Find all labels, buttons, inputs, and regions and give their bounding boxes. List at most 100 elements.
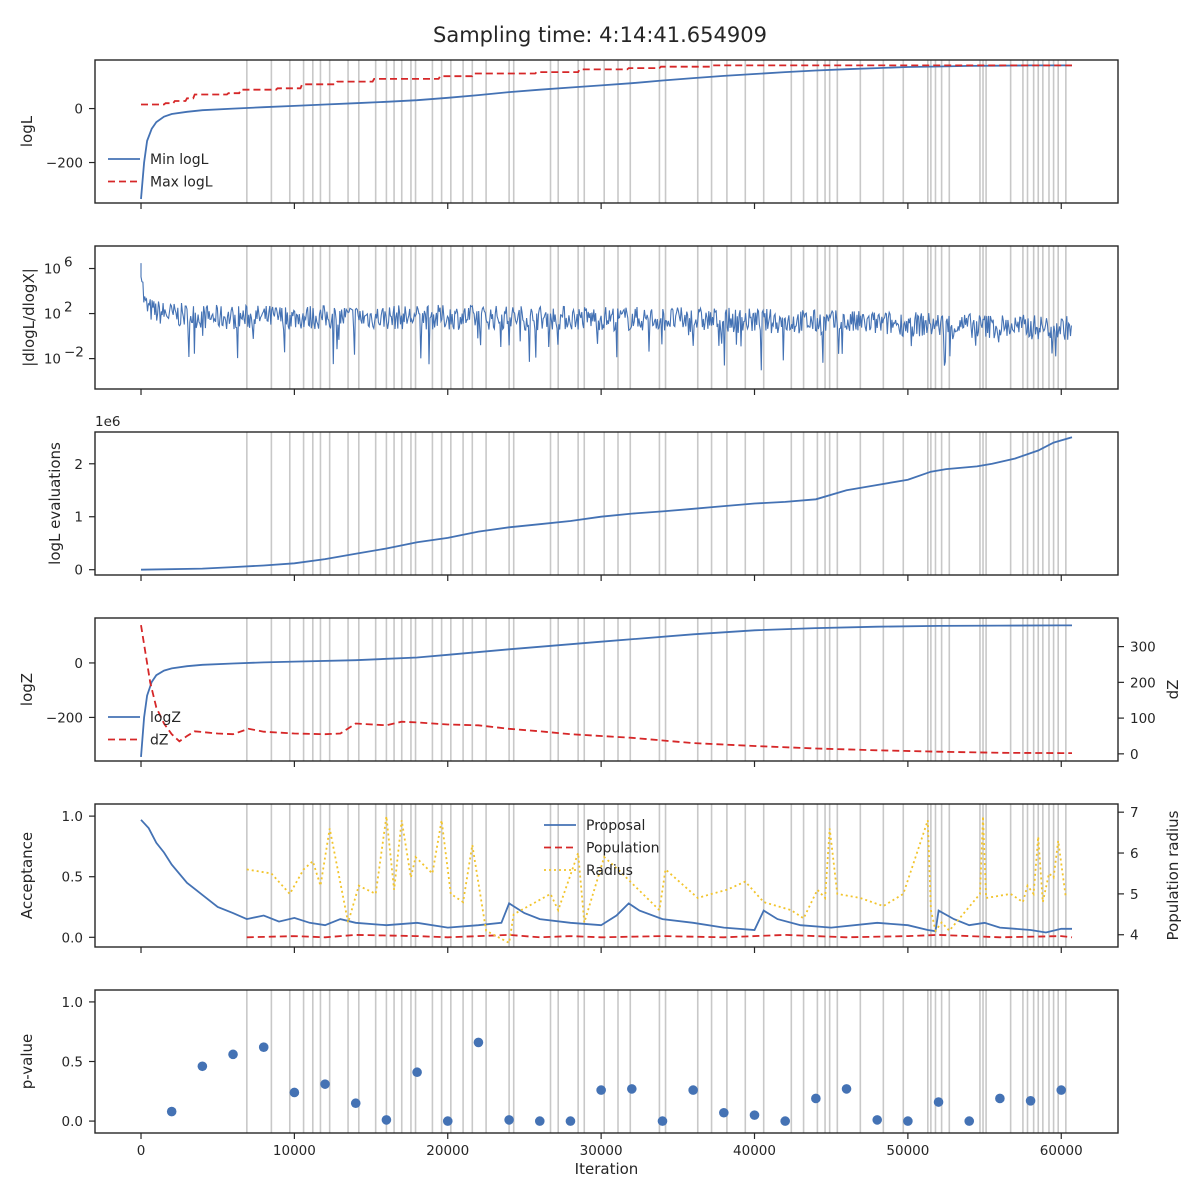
data-point — [412, 1067, 422, 1078]
y-axis-label: p-value — [18, 1034, 36, 1090]
data-point — [534, 1116, 545, 1126]
series-max-logl — [141, 64, 1072, 106]
secondary-y-tick-label: 100 — [1130, 711, 1156, 727]
data-point — [258, 1042, 269, 1052]
panel-logz: −200 0 0 100 200 300 dZ logZ logZ dZ — [18, 617, 1182, 767]
legend-logz: logZ dZ — [108, 710, 181, 749]
data-point — [504, 1115, 514, 1125]
figure-title: Sampling time: 4:14:41.654909 — [433, 23, 767, 47]
legend-label: Radius — [586, 863, 633, 879]
y-tick-label: 10 — [44, 352, 61, 368]
data-point — [228, 1049, 238, 1060]
series-min-logl — [140, 64, 1072, 200]
x-axis-label: Iteration — [575, 1160, 639, 1178]
y-tick-label: 1.0 — [62, 995, 83, 1011]
y-axis-label: logZ — [18, 673, 36, 706]
x-tick-label: 30000 — [580, 1143, 623, 1159]
plot-area-acceptance — [140, 804, 1073, 947]
panel-evaluations: 0 1 2 logL evaluations 1e6 — [46, 414, 1119, 581]
axes-frame — [94, 59, 1119, 204]
data-point — [903, 1116, 913, 1126]
y-tick-label: 0.5 — [62, 1055, 83, 1071]
data-point — [289, 1087, 300, 1098]
legend-label: dZ — [150, 733, 168, 749]
series-population — [246, 933, 1073, 939]
data-point — [688, 1085, 698, 1095]
series-dz — [140, 624, 1072, 754]
secondary-y-tick-label: 300 — [1130, 640, 1156, 656]
y-tick-label: 0.0 — [62, 1114, 83, 1130]
data-point — [1056, 1085, 1067, 1095]
plot-area-logl — [140, 60, 1072, 203]
legend-label: Proposal — [586, 818, 645, 834]
plot-area-dlogl — [140, 246, 1072, 389]
legend-acceptance: Proposal Population Radius — [544, 818, 660, 879]
data-point — [1025, 1096, 1036, 1106]
x-tick-label: 10000 — [273, 1143, 316, 1159]
x-tick-label: 20000 — [426, 1143, 469, 1159]
x-tick-label: 0 — [137, 1143, 146, 1159]
panel-dlogl: 10 −210 210 6|dlogL/dlogX| — [20, 245, 1119, 395]
data-point — [995, 1093, 1005, 1104]
data-point — [596, 1085, 606, 1095]
axes-frame — [94, 989, 1119, 1134]
panel-logl: −200 0 logL Min logL Max logL — [18, 59, 1119, 209]
data-point — [442, 1116, 453, 1126]
panel-pvalue: 0 10000 20000 30000 40000 50000 60000 0.0 0.5 1.0… — [18, 989, 1119, 1178]
y-tick-label: 0 — [74, 563, 83, 579]
data-point — [657, 1116, 668, 1126]
secondary-y-tick-label: 5 — [1130, 887, 1139, 903]
x-tick-label: 50000 — [886, 1143, 929, 1159]
data-point — [197, 1061, 208, 1072]
data-point — [565, 1116, 576, 1126]
plot-area-evaluations — [140, 432, 1073, 575]
legend-label: Population — [586, 841, 660, 857]
x-tick-label: 40000 — [733, 1143, 776, 1159]
y-offset-text: 1e6 — [95, 414, 120, 430]
data-point — [872, 1115, 883, 1125]
y-tick-exponent: 2 — [64, 300, 73, 316]
y-tick-label: 1 — [74, 510, 83, 526]
data-point — [473, 1037, 484, 1048]
y-axis-label: Acceptance — [18, 832, 36, 919]
series-proposal — [140, 819, 1072, 934]
y-tick-label: 10 — [44, 262, 61, 278]
series-dlogl — [140, 263, 1072, 371]
y-tick-label: 1.0 — [62, 809, 83, 825]
axes-frame — [94, 245, 1119, 390]
y-tick-label: 10 — [44, 307, 61, 323]
plot-area-logz — [140, 618, 1072, 761]
y-tick-exponent: 6 — [64, 255, 73, 271]
data-point — [749, 1110, 760, 1120]
secondary-y-tick-label: 0 — [1130, 747, 1139, 763]
data-point — [381, 1115, 392, 1125]
secondary-y-tick-label: 4 — [1130, 928, 1139, 944]
axes-frame — [94, 803, 1119, 948]
secondary-y-tick-label: 200 — [1130, 675, 1156, 691]
panel-acceptance: 0.0 0.5 1.0 4 5 6 7 Population radius Acceptance… — [18, 803, 1182, 953]
secondary-y-tick-label: 7 — [1130, 805, 1139, 821]
data-point — [320, 1079, 330, 1089]
y-tick-label: 2 — [74, 457, 83, 473]
y-tick-label: −200 — [46, 156, 83, 172]
y-axis-label: logL evaluations — [46, 442, 64, 565]
legend-label: Min logL — [150, 152, 209, 168]
data-point — [166, 1106, 177, 1117]
secondary-y-tick-label: 6 — [1130, 846, 1139, 862]
legend-label: logZ — [150, 710, 181, 726]
secondary-y-axis-label: Population radius — [1164, 810, 1182, 940]
axes-frame — [94, 617, 1119, 762]
legend-logl: Min logL Max logL — [108, 152, 213, 191]
data-point — [933, 1097, 944, 1107]
data-point — [719, 1107, 729, 1118]
series-evaluations — [140, 436, 1073, 571]
data-point — [350, 1098, 361, 1109]
data-point — [964, 1116, 975, 1126]
y-tick-label: 0.5 — [62, 870, 83, 886]
y-tick-label: 0.0 — [62, 930, 83, 946]
y-axis-label: logL — [18, 115, 36, 147]
plot-area-pvalue — [166, 990, 1067, 1133]
y-tick-exponent: −2 — [64, 345, 84, 361]
